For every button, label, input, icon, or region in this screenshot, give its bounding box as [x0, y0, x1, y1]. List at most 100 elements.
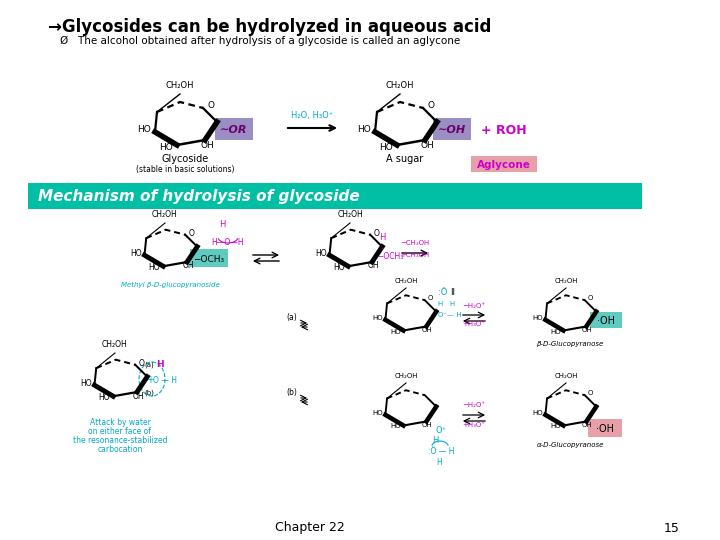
Text: O⁻— H: O⁻— H	[438, 312, 462, 318]
Text: OH: OH	[420, 141, 434, 150]
Text: −OCH₃: −OCH₃	[377, 252, 403, 261]
FancyBboxPatch shape	[28, 183, 642, 209]
Text: −H₂O⁺: −H₂O⁺	[462, 303, 485, 309]
Text: O: O	[189, 230, 194, 238]
Text: +CH₃OH: +CH₃OH	[400, 252, 430, 258]
Text: ·OH: ·OH	[597, 316, 615, 326]
Text: Aglycone: Aglycone	[477, 160, 531, 170]
FancyBboxPatch shape	[588, 419, 622, 437]
Text: HO: HO	[138, 125, 151, 134]
Text: −OCH₃: −OCH₃	[194, 254, 225, 264]
Text: ⁺: ⁺	[381, 248, 384, 254]
Text: O⁺: O⁺	[436, 426, 447, 435]
Text: on either face of: on either face of	[89, 427, 151, 436]
Text: HO: HO	[373, 410, 383, 416]
Text: (a): (a)	[286, 313, 297, 322]
Text: OH: OH	[582, 327, 593, 333]
Text: CH₂OH: CH₂OH	[395, 278, 418, 284]
Text: carbocation: carbocation	[97, 445, 143, 454]
Text: α-D-Glucopyranose: α-D-Glucopyranose	[536, 442, 603, 448]
Text: H   H: H H	[438, 301, 455, 307]
Text: HO: HO	[533, 315, 544, 321]
Text: OH: OH	[422, 422, 433, 428]
Text: (a): (a)	[144, 362, 154, 368]
Text: HO: HO	[391, 328, 402, 334]
Text: H: H	[156, 360, 163, 369]
Text: (b): (b)	[286, 388, 297, 397]
Text: 15: 15	[664, 522, 680, 535]
FancyBboxPatch shape	[433, 118, 471, 140]
Text: CH₂OH: CH₂OH	[554, 278, 577, 284]
Text: +H₃O⁺: +H₃O⁺	[462, 321, 485, 327]
Text: +H₃O⁺: +H₃O⁺	[462, 422, 485, 428]
Text: OH: OH	[182, 261, 194, 270]
Text: OH: OH	[582, 422, 593, 428]
Text: CH₂OH: CH₂OH	[386, 81, 414, 90]
Text: CH₂OH: CH₂OH	[152, 210, 178, 219]
Text: Glycoside: Glycoside	[161, 154, 209, 164]
Text: HO: HO	[357, 125, 371, 134]
Text: :Ö: :Ö	[438, 288, 447, 297]
Text: Methyl β-D-glucopyranoside: Methyl β-D-glucopyranoside	[121, 282, 220, 288]
Text: H: H	[432, 436, 438, 445]
Text: ·OH: ·OH	[596, 424, 614, 434]
Text: H—O—H: H—O—H	[212, 238, 244, 247]
FancyBboxPatch shape	[190, 249, 228, 267]
Text: O: O	[373, 230, 379, 238]
FancyBboxPatch shape	[590, 312, 622, 328]
Text: A sugar: A sugar	[387, 154, 423, 164]
Text: HO: HO	[391, 423, 402, 429]
Text: O: O	[138, 359, 144, 368]
Text: Chapter 22: Chapter 22	[275, 522, 345, 535]
Text: +: +	[146, 375, 154, 385]
Text: O — H: O — H	[153, 376, 177, 385]
Text: Ø   The alcohol obtained after hydrolysis of a glycoside is called an aglycone: Ø The alcohol obtained after hydrolysis …	[60, 36, 460, 46]
Text: −H₂O⁺: −H₂O⁺	[462, 402, 485, 408]
Text: HO: HO	[333, 263, 345, 272]
Text: (stable in basic solutions): (stable in basic solutions)	[136, 165, 234, 174]
Text: HO: HO	[80, 379, 91, 388]
Text: HO: HO	[551, 423, 562, 429]
Text: →Glycosides can be hydrolyzed in aqueous acid: →Glycosides can be hydrolyzed in aqueous…	[48, 18, 491, 36]
Text: (b): (b)	[144, 390, 154, 396]
Text: β-D-Glucopyranose: β-D-Glucopyranose	[536, 341, 603, 347]
Text: HO: HO	[130, 249, 142, 258]
Text: CH₂OH: CH₂OH	[102, 340, 128, 349]
Text: HO: HO	[148, 263, 160, 272]
Text: O: O	[588, 295, 593, 301]
Text: OH: OH	[422, 327, 433, 333]
Text: OH: OH	[367, 261, 379, 270]
Text: the resonance-stabilized: the resonance-stabilized	[73, 436, 167, 445]
FancyBboxPatch shape	[471, 156, 537, 172]
Text: H₂O, H₃O⁺: H₂O, H₃O⁺	[291, 111, 333, 120]
Text: OH: OH	[200, 141, 214, 150]
Text: HO: HO	[533, 410, 544, 416]
Text: O: O	[588, 390, 593, 396]
Text: CH₂OH: CH₂OH	[337, 210, 363, 219]
Text: H: H	[219, 220, 225, 229]
Text: II: II	[450, 288, 455, 297]
Text: HO: HO	[315, 249, 326, 258]
Text: :Ö — H: :Ö — H	[428, 447, 454, 456]
Text: Attack by water: Attack by water	[89, 418, 150, 427]
Text: CH₂OH: CH₂OH	[395, 373, 418, 379]
Text: HO: HO	[99, 393, 110, 402]
Text: ∼OH: ∼OH	[438, 125, 466, 135]
Text: O: O	[427, 102, 434, 111]
Text: HO: HO	[379, 143, 393, 152]
Text: −CH₃OH: −CH₃OH	[400, 240, 430, 246]
Text: + ROH: + ROH	[481, 124, 526, 137]
Text: CH₂OH: CH₂OH	[554, 373, 577, 379]
Text: H: H	[436, 458, 442, 467]
Text: CH₂OH: CH₂OH	[166, 81, 194, 90]
Text: O: O	[207, 102, 214, 111]
Text: H: H	[379, 233, 385, 242]
Text: ∼OR: ∼OR	[220, 125, 248, 135]
Text: HO: HO	[159, 143, 173, 152]
FancyBboxPatch shape	[215, 118, 253, 140]
Text: OH: OH	[132, 392, 144, 401]
Text: HO: HO	[551, 328, 562, 334]
Text: HO: HO	[373, 315, 383, 321]
Text: Mechanism of hydrolysis of glycoside: Mechanism of hydrolysis of glycoside	[38, 190, 360, 205]
Text: O: O	[428, 295, 433, 301]
